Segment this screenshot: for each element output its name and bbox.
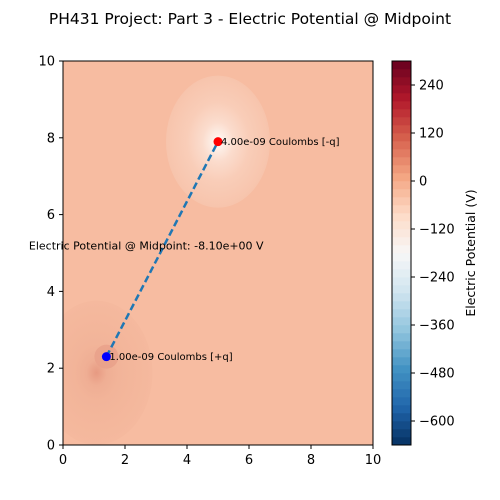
chart-overlay: 1.00e-09 Coulombs [+q] 4.00e-09 Coulombs … xyxy=(29,137,340,363)
colorbar-band xyxy=(392,317,411,326)
colorbar-band xyxy=(392,421,411,430)
colorbar-tick-label: −600 xyxy=(419,415,455,430)
colorbar-band xyxy=(392,229,411,238)
chart-title: PH431 Project: Part 3 - Electric Potenti… xyxy=(49,10,451,28)
colorbar-tick-label: −480 xyxy=(419,367,455,382)
colorbar-band xyxy=(392,261,411,270)
x-tick-label: 8 xyxy=(307,453,315,468)
positive-charge-label: 1.00e-09 Coulombs [+q] xyxy=(109,352,232,363)
x-tick-label: 6 xyxy=(245,453,253,468)
colorbar-band xyxy=(392,381,411,390)
colorbar-band xyxy=(392,253,411,262)
x-tick-label: 4 xyxy=(183,453,191,468)
colorbar-band xyxy=(392,293,411,302)
negative-charge-point xyxy=(213,137,223,147)
x-tick-label: 10 xyxy=(365,453,382,468)
y-tick-label: 10 xyxy=(38,55,55,70)
colorbar-tick-label: −360 xyxy=(419,319,455,334)
colorbar-band xyxy=(392,69,411,78)
colorbar-bands xyxy=(392,61,411,446)
colorbar-band xyxy=(392,109,411,118)
colorbar-band xyxy=(392,149,411,158)
colorbar-frame xyxy=(391,60,412,446)
colorbar-band xyxy=(392,181,411,190)
x-tick-label: 2 xyxy=(121,453,129,468)
colorbar-band xyxy=(392,365,411,374)
colorbar-band xyxy=(392,349,411,358)
midpoint-annotation: Electric Potential @ Midpoint: -8.10e+00… xyxy=(29,239,264,252)
colorbar-band xyxy=(392,269,411,278)
colorbar-band xyxy=(392,205,411,214)
y-tick-label: 8 xyxy=(47,131,55,146)
colorbar-band xyxy=(392,157,411,166)
colorbar-tick-label: −120 xyxy=(419,223,455,238)
colorbar-tick-label: 240 xyxy=(419,79,444,94)
colorbar-band xyxy=(392,237,411,246)
colorbar-band xyxy=(392,85,411,94)
colorbar-band xyxy=(392,405,411,414)
colorbar-band xyxy=(392,189,411,198)
colorbar-band xyxy=(392,373,411,382)
colorbar-band xyxy=(392,197,411,206)
colorbar-band xyxy=(392,429,411,438)
y-tick-label: 4 xyxy=(47,285,55,300)
y-tick-label: 0 xyxy=(47,439,55,454)
colorbar-band xyxy=(392,301,411,310)
colorbar-band xyxy=(392,101,411,110)
colorbar-band xyxy=(392,133,411,142)
colorbar-band xyxy=(392,61,411,70)
colorbar-tick-label: −240 xyxy=(419,271,455,286)
colorbar-band xyxy=(392,309,411,318)
colorbar-band xyxy=(392,277,411,286)
colorbar-band xyxy=(392,341,411,350)
colorbar-band xyxy=(392,173,411,182)
x-axis: 0 2 4 6 8 10 xyxy=(59,445,381,468)
colorbar-tick-label: 0 xyxy=(419,175,427,190)
y-axis: 0 2 4 6 8 10 xyxy=(38,55,63,454)
colorbar-band xyxy=(392,325,411,334)
colorbar-band xyxy=(392,221,411,230)
colorbar-band xyxy=(392,165,411,174)
colorbar-band xyxy=(392,213,411,222)
field-positive xyxy=(63,300,153,445)
colorbar-band xyxy=(392,245,411,254)
colorbar-band xyxy=(392,397,411,406)
colorbar-band xyxy=(392,437,411,446)
y-tick-label: 6 xyxy=(47,208,55,223)
plot-area: 0 2 4 6 8 10 0 2 4 6 8 10 1.00e-09 Coulombs [+q] 4.… xyxy=(29,55,381,469)
colorbar-band xyxy=(392,357,411,366)
negative-charge-label: 4.00e-09 Coulombs [-q] xyxy=(221,137,340,148)
colorbar: 240 120 0 −120 −240 −360 −480 −600 Electric Pot… xyxy=(391,60,478,446)
x-tick-label: 0 xyxy=(59,453,67,468)
colorbar-band xyxy=(392,285,411,294)
colorbar-ticks: 240 120 0 −120 −240 −360 −480 −600 xyxy=(411,79,455,430)
colorbar-band xyxy=(392,389,411,398)
colorbar-band xyxy=(392,413,411,422)
positive-charge-point xyxy=(101,352,111,362)
y-tick-label: 2 xyxy=(47,362,55,377)
colorbar-tick-label: 120 xyxy=(419,127,444,142)
colorbar-band xyxy=(392,93,411,102)
colorbar-band xyxy=(392,141,411,150)
colorbar-band xyxy=(392,125,411,134)
colorbar-band xyxy=(392,117,411,126)
colorbar-band xyxy=(392,333,411,342)
colorbar-band xyxy=(392,77,411,86)
colorbar-label: Electric Potential (V) xyxy=(463,189,478,316)
midpoint-line xyxy=(105,141,220,358)
plot-frame xyxy=(62,60,374,446)
